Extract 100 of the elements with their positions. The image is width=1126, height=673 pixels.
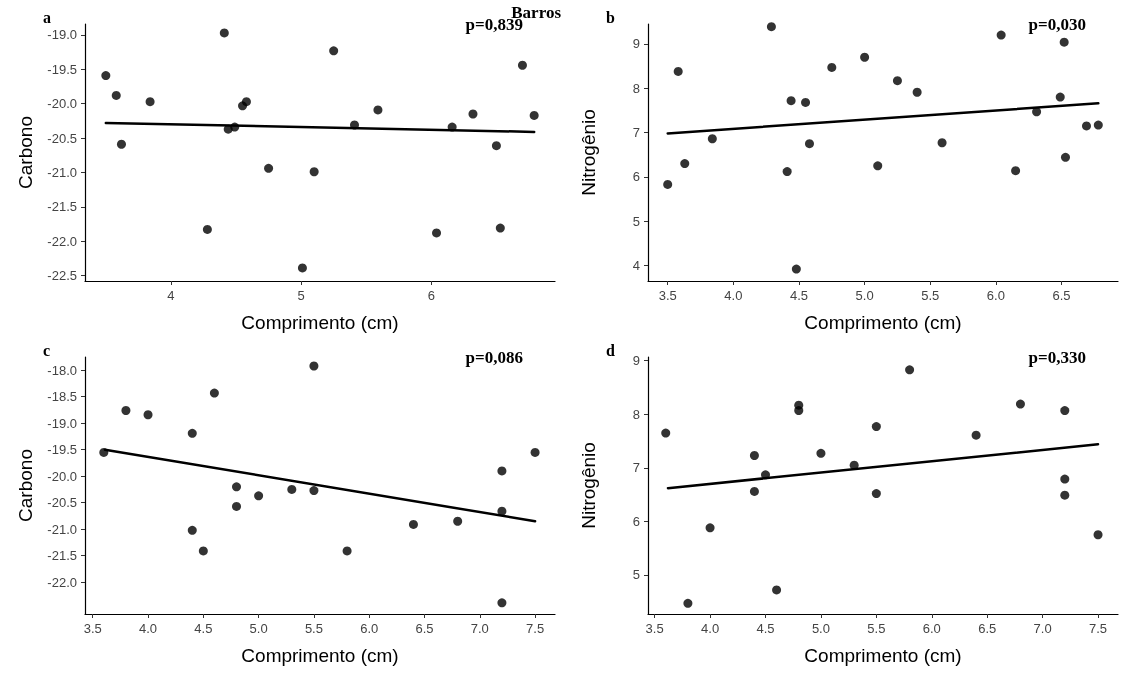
y-tick-label: 9 [632,36,640,52]
x-tick-label: 4.5 [194,620,213,636]
x-axis-title: Comprimento (cm) [804,644,962,666]
x-tick-label: 4.0 [139,620,158,636]
x-tick-label: 5.5 [304,620,323,636]
y-tick-label: -21.0 [47,164,77,180]
point [1015,399,1025,409]
y-tick-label: 5 [632,566,640,582]
x-tick-label: 4 [167,288,175,303]
point [663,179,673,189]
point [971,430,981,440]
point [101,71,111,81]
point [230,122,240,132]
point [453,516,463,526]
point [786,96,796,106]
x-axis-title: Comprimento (cm) [241,312,399,333]
y-tick-label: -21.5 [47,547,77,563]
point [937,138,947,148]
x-tick-label: 5.5 [921,288,940,303]
y-axis-title: Carbono [15,448,36,522]
y-tick-label: -22.0 [47,233,77,249]
y-tick-label: -20.5 [47,130,77,146]
point [705,522,715,532]
x-tick-label: 4.5 [789,288,809,303]
point [121,405,131,415]
x-tick-label: 7.5 [1089,620,1108,636]
point [530,447,540,457]
point [1055,92,1065,102]
point [342,545,352,555]
y-tick-label: 4 [632,257,640,273]
point [892,76,902,86]
chart-title: a [43,8,51,26]
x-tick-label: 4.0 [724,288,743,303]
x-tick-label: 4.0 [701,620,720,636]
point [517,60,527,70]
y-tick-label: 8 [632,80,640,96]
point [794,405,804,415]
point [905,364,915,374]
point [309,361,319,371]
point [373,105,383,115]
point [661,428,671,438]
x-tick-label: 6.0 [922,620,941,636]
point [912,87,922,97]
point [749,450,759,460]
point [309,167,319,177]
point [241,97,251,107]
point [497,465,507,475]
chart-title: c [43,341,51,358]
point [143,409,153,419]
annotation: p=0,086 [465,347,524,367]
x-axis-title: Comprimento (cm) [241,644,399,666]
point [187,525,197,535]
point [198,545,208,555]
x-tick-label: 7.5 [526,620,545,636]
point [766,22,776,32]
annotation: p=0,330 [1028,347,1087,367]
y-tick-label: -19.0 [47,27,77,43]
x-tick-label: 7.0 [1033,620,1052,636]
y-tick-label: -19.0 [47,415,77,431]
x-tick-label: 3.5 [645,620,664,636]
point [1060,474,1070,484]
point [202,224,212,234]
y-axis-title: Carbono [15,116,36,189]
point [772,584,782,594]
point [873,161,883,171]
point [791,264,801,274]
point [683,598,693,608]
point [1060,405,1070,415]
point [491,141,501,151]
y-tick-label: -18.5 [47,388,77,404]
point [761,469,770,479]
point [264,163,274,173]
point [432,228,442,238]
y-tick-label: -22.5 [47,268,77,283]
x-tick-label: 4.5 [756,620,775,636]
y-tick-label: 8 [632,406,640,422]
x-tick-label: 5.0 [249,620,268,636]
y-tick-label: 7 [632,125,640,141]
y-axis-title: Nitrogênio [578,109,599,196]
y-tick-label: -20.5 [47,494,77,510]
point [254,490,264,500]
y-tick-label: 6 [632,169,640,185]
point [871,421,881,431]
x-tick-label: 3.5 [658,288,677,303]
point [329,46,339,56]
point [145,97,155,107]
x-tick-label: 6.0 [986,288,1005,303]
x-axis-title: Comprimento (cm) [804,312,962,333]
point [827,62,837,72]
x-tick-label: 3.5 [83,620,102,636]
point [232,481,242,491]
x-tick-label: 6.5 [1052,288,1071,303]
y-tick-label: -20.0 [47,468,77,484]
chart-title: b [606,8,615,26]
point [497,597,507,607]
point [287,484,297,494]
x-tick-label: 5 [297,288,305,303]
point [219,28,229,38]
x-tick-label: 6.0 [360,620,379,636]
y-tick-label: 7 [632,459,640,475]
